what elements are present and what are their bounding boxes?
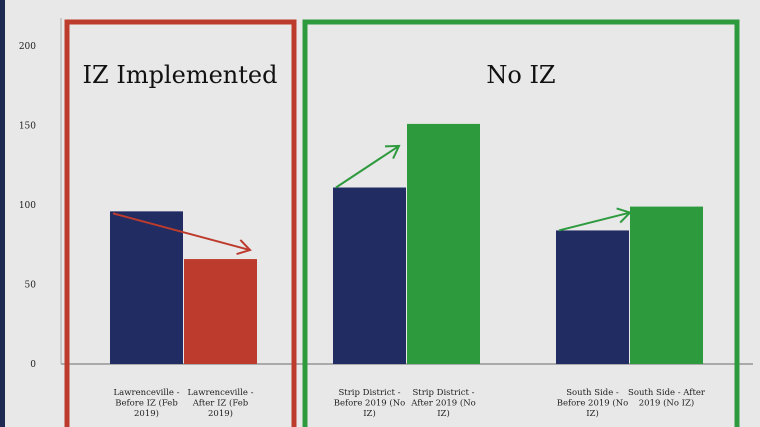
iz-panel-title: IZ Implemented [83, 61, 278, 89]
x-tick-label: Lawrenceville -After IZ (Feb 2019) [188, 388, 254, 419]
bar [556, 230, 629, 364]
x-tick-label: Strip District -Before 2019 (No IZ) [334, 388, 406, 419]
bar [110, 211, 183, 364]
y-tick-label: 100 [19, 201, 36, 211]
no-iz-panel-box [302, 19, 740, 427]
y-tick-label: 150 [19, 122, 36, 132]
no-iz-panel-title: No IZ [486, 61, 555, 89]
arrow-layer [112, 144, 632, 255]
bar-layer [110, 123, 703, 364]
trend-arrow [558, 207, 632, 232]
chart-svg: 0 50 100 150 200 Lawrenceville -Before IZ (F… [19, 18, 753, 427]
x-tick-label: Strip District -After 2019 (No IZ) [410, 388, 476, 419]
bar [630, 206, 703, 364]
x-tick-label: Lawrenceville -Before IZ (Feb 2019) [114, 388, 180, 419]
y-tick-label: 0 [30, 360, 36, 370]
y-tick-label: 50 [25, 281, 37, 291]
bar [333, 187, 406, 364]
label-layer: Lawrenceville -Before IZ (Feb 2019) Lawren… [114, 388, 706, 419]
x-tick-label: South Side -Before 2019 (No IZ) [557, 388, 629, 419]
bar [184, 259, 257, 364]
iz-panel-box [64, 19, 297, 427]
x-tick-label: South Side - After 2019 (No IZ) [628, 388, 706, 409]
trend-arrow [335, 144, 401, 189]
trend-arrow [112, 212, 252, 255]
chart-canvas: 0 50 100 150 200 Lawrenceville -Before IZ (F… [5, 0, 760, 427]
y-tick-label: 200 [19, 42, 36, 52]
bar [407, 123, 480, 364]
